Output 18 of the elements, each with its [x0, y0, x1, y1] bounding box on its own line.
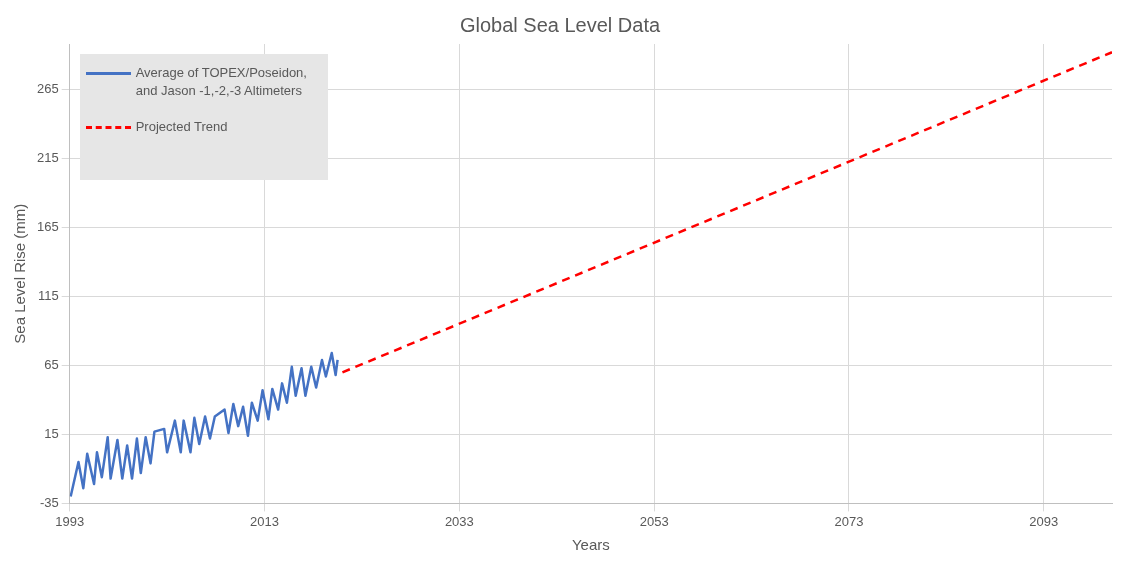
- y-tick-label: -35: [39, 494, 59, 510]
- y-axis-title: Sea Level Rise (mm): [11, 203, 29, 344]
- y-tick-label: 215: [36, 150, 59, 166]
- x-tick-label: 2073: [834, 513, 864, 529]
- x-tick-label: 2093: [1029, 513, 1059, 529]
- legend-label: Projected Trend: [135, 118, 228, 136]
- y-tick-label: 165: [36, 219, 59, 235]
- y-tick-label: 15: [44, 426, 59, 441]
- legend-label: Average of TOPEX/Poseidon, and Jason -1,-2,-3 Altimeters: [135, 64, 308, 100]
- y-tick-label: 265: [36, 81, 59, 97]
- x-tick-label: 2053: [639, 513, 669, 529]
- x-tick-label: 1993: [55, 513, 85, 529]
- chart-title: Global Sea Level Data: [459, 13, 661, 36]
- x-tick-label: 2013: [250, 513, 279, 529]
- y-tick-label: 115: [37, 288, 59, 304]
- x-axis-title: Years: [571, 536, 610, 554]
- x-tick-label: 2033: [444, 513, 474, 529]
- y-tick-label: 65: [44, 357, 59, 373]
